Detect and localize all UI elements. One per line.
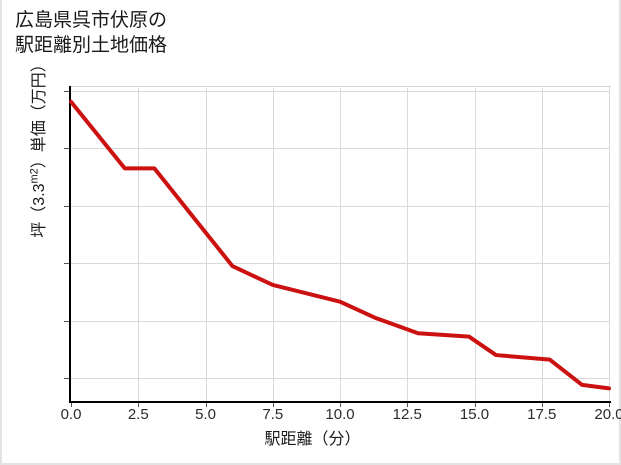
y-axis-unit-superscript: m2 <box>28 168 41 184</box>
x-tick-label: 17.5 <box>527 406 557 423</box>
y-tick-mark <box>64 320 69 322</box>
x-tick-label: 0.0 <box>60 406 82 423</box>
x-axis-line <box>69 401 611 403</box>
y-tick-mark <box>64 378 69 380</box>
y-tick-mark <box>64 148 69 150</box>
x-tick-mark <box>407 403 409 407</box>
x-tick-mark <box>272 403 274 407</box>
x-tick-mark <box>474 403 476 407</box>
gridline-vertical <box>609 88 610 401</box>
x-tick-mark <box>340 403 341 407</box>
x-tick-mark <box>205 403 207 407</box>
gridline-vertical <box>340 88 341 401</box>
x-tick-mark <box>609 403 610 407</box>
x-tick-label: 20.0 <box>594 406 621 423</box>
x-tick-label: 7.5 <box>262 406 284 423</box>
x-tick-label: 5.0 <box>195 406 216 423</box>
gridline-vertical <box>205 88 207 401</box>
x-axis-title: 駅距離（分） <box>264 431 361 448</box>
y-tick-mark <box>64 205 69 207</box>
gridline-vertical <box>474 88 476 401</box>
gridline-vertical <box>272 88 274 401</box>
x-tick-label: 15.0 <box>459 406 490 423</box>
y-axis-title: 坪（3.3m2）単価（万円） <box>28 56 48 238</box>
x-tick-mark <box>138 403 140 407</box>
gridline-vertical <box>138 88 140 401</box>
x-tick-label: 10.0 <box>325 406 355 423</box>
x-tick-mark <box>71 403 72 407</box>
gridline-vertical <box>407 88 409 401</box>
plot-area <box>71 88 610 401</box>
y-tick-mark <box>64 263 69 265</box>
plot-border-top <box>69 86 611 87</box>
y-tick-mark <box>64 90 69 92</box>
x-tick-mark <box>541 403 543 407</box>
x-tick-label: 2.5 <box>127 406 149 423</box>
x-tick-label: 12.5 <box>392 406 422 423</box>
page-title: 広島県呉市伏原の 駅距離別土地価格 <box>15 10 168 56</box>
gridline-vertical <box>541 88 543 401</box>
